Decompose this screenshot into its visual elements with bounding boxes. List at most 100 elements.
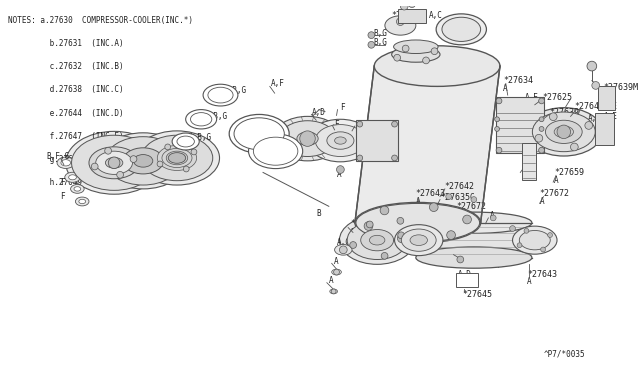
Ellipse shape: [355, 202, 481, 243]
Ellipse shape: [89, 147, 140, 179]
Text: A,D: A,D: [312, 108, 325, 117]
Circle shape: [457, 256, 464, 263]
Text: *27672: *27672: [456, 202, 486, 211]
Ellipse shape: [134, 131, 220, 185]
Circle shape: [535, 134, 543, 142]
Circle shape: [392, 121, 397, 127]
Ellipse shape: [141, 135, 212, 181]
Circle shape: [339, 246, 347, 254]
Text: A,D: A,D: [524, 158, 538, 167]
Circle shape: [447, 231, 456, 240]
Ellipse shape: [208, 87, 233, 103]
Text: A,C,E: A,C,E: [516, 100, 540, 109]
Ellipse shape: [442, 17, 481, 41]
Text: ^P7/*0035: ^P7/*0035: [543, 349, 585, 358]
Text: A: A: [503, 84, 508, 93]
Circle shape: [92, 163, 98, 170]
Ellipse shape: [436, 14, 486, 45]
Circle shape: [517, 243, 522, 248]
Circle shape: [116, 171, 124, 178]
Circle shape: [539, 147, 545, 153]
Circle shape: [422, 57, 429, 64]
Text: *27635: *27635: [440, 193, 470, 202]
Text: B,F,G: B,F,G: [47, 151, 70, 161]
Text: A,B,G: A,B,G: [223, 86, 246, 95]
Ellipse shape: [177, 136, 195, 147]
Ellipse shape: [79, 199, 86, 204]
Ellipse shape: [316, 125, 365, 157]
Text: A,B,G: A,B,G: [189, 133, 212, 142]
Text: A,E: A,E: [525, 93, 539, 102]
Text: B,G: B,G: [373, 38, 387, 47]
Circle shape: [446, 194, 452, 199]
Ellipse shape: [416, 247, 532, 268]
Ellipse shape: [66, 131, 163, 194]
Text: A: A: [416, 197, 420, 206]
Circle shape: [349, 242, 356, 248]
Bar: [456, 273, 477, 286]
Bar: [496, 97, 545, 153]
Circle shape: [509, 226, 515, 231]
Circle shape: [496, 98, 502, 104]
Ellipse shape: [545, 120, 582, 144]
Circle shape: [570, 143, 578, 151]
Text: A,C: A,C: [596, 127, 611, 137]
Text: A: A: [553, 120, 558, 129]
Circle shape: [357, 121, 363, 127]
Bar: [356, 120, 399, 161]
Circle shape: [463, 215, 472, 224]
Circle shape: [539, 126, 544, 131]
Text: F: F: [60, 178, 65, 187]
Circle shape: [397, 234, 406, 243]
Text: *27625: *27625: [543, 93, 573, 102]
Text: A,E: A,E: [588, 114, 602, 123]
Text: *27659: *27659: [554, 168, 584, 177]
Ellipse shape: [519, 231, 550, 250]
Circle shape: [490, 215, 496, 221]
Ellipse shape: [273, 116, 342, 161]
Ellipse shape: [162, 148, 192, 167]
Polygon shape: [355, 66, 500, 223]
Text: C: C: [469, 193, 474, 202]
Text: F: F: [401, 214, 406, 222]
Circle shape: [471, 197, 477, 202]
Circle shape: [541, 247, 545, 252]
Ellipse shape: [70, 185, 84, 193]
Text: F: F: [258, 118, 263, 127]
Text: A,D: A,D: [535, 120, 548, 129]
Ellipse shape: [106, 157, 123, 168]
Ellipse shape: [385, 16, 416, 35]
Ellipse shape: [410, 235, 428, 246]
Circle shape: [398, 232, 404, 239]
Circle shape: [495, 117, 499, 122]
Ellipse shape: [134, 155, 153, 167]
Ellipse shape: [203, 84, 238, 106]
Ellipse shape: [356, 203, 479, 242]
Circle shape: [183, 166, 189, 172]
Text: A: A: [437, 23, 442, 32]
Circle shape: [548, 232, 552, 237]
Text: A,D: A,D: [493, 260, 507, 269]
Ellipse shape: [248, 134, 303, 169]
Text: A: A: [554, 176, 559, 185]
Text: A: A: [350, 228, 355, 237]
Text: F: F: [269, 136, 273, 145]
Bar: [595, 112, 614, 145]
Ellipse shape: [61, 160, 70, 166]
Circle shape: [366, 221, 373, 228]
Text: *27672: *27672: [540, 189, 570, 198]
Circle shape: [587, 61, 596, 71]
Polygon shape: [416, 223, 532, 257]
Ellipse shape: [57, 157, 74, 169]
Ellipse shape: [330, 289, 337, 294]
Circle shape: [495, 126, 499, 131]
Circle shape: [105, 147, 111, 154]
Ellipse shape: [513, 226, 557, 254]
Circle shape: [368, 41, 375, 48]
Circle shape: [549, 113, 557, 121]
Text: A,C: A,C: [428, 11, 442, 20]
Text: A,D: A,D: [549, 127, 563, 137]
Text: h.27649  (INC.G): h.27649 (INC.G): [8, 178, 124, 187]
Ellipse shape: [335, 137, 346, 144]
Text: e.27644  (INC.D): e.27644 (INC.D): [8, 109, 124, 118]
